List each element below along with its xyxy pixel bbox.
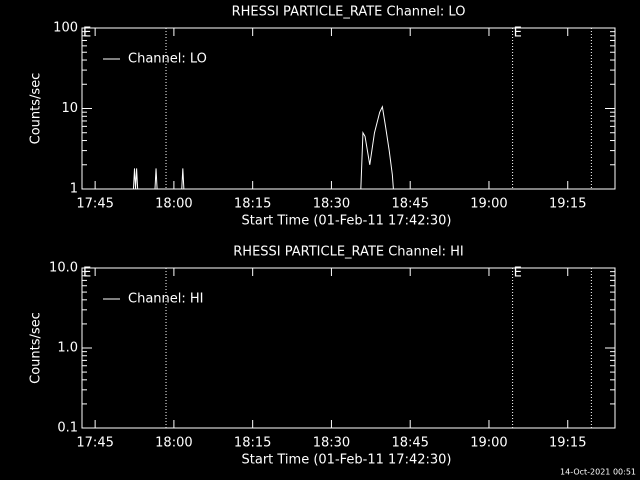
- x-tick-label: 18:45: [391, 197, 428, 212]
- x-tick-label: 17:45: [76, 436, 113, 451]
- x-tick-label: 19:15: [549, 436, 586, 451]
- chart-title: RHESSI PARTICLE_RATE Channel: LO: [232, 5, 466, 20]
- x-tick-label: 18:45: [391, 436, 428, 451]
- x-tick-label: 18:15: [234, 197, 271, 212]
- y-tick-label: 10.0: [49, 261, 78, 276]
- y-tick-label: 0.1: [57, 421, 78, 436]
- annotation: E: [514, 26, 522, 41]
- x-tick-label: 18:30: [313, 436, 350, 451]
- y-tick-label: 10: [61, 101, 78, 116]
- annotation: E: [514, 266, 522, 281]
- y-tick-label: 1.0: [57, 341, 78, 356]
- y-axis-label: Counts/sec: [29, 312, 44, 384]
- annotation: E: [83, 266, 91, 281]
- x-axis-label: Start Time (01-Feb-11 17:42:30): [242, 453, 452, 468]
- chart-title: RHESSI PARTICLE_RATE Channel: HI: [233, 245, 463, 260]
- x-tick-label: 19:15: [549, 197, 586, 212]
- x-tick-label: 18:15: [234, 436, 271, 451]
- x-axis-label: Start Time (01-Feb-11 17:42:30): [242, 214, 452, 229]
- y-tick-label: 100: [53, 21, 78, 36]
- x-tick-label: 18:00: [155, 197, 192, 212]
- legend-label: Channel: HI: [128, 292, 204, 307]
- x-tick-label: 19:00: [470, 197, 507, 212]
- x-tick-label: 18:00: [155, 436, 192, 451]
- x-tick-label: 18:30: [313, 197, 350, 212]
- x-tick-label: 17:45: [76, 197, 113, 212]
- legend-label: Channel: LO: [128, 52, 207, 67]
- x-tick-label: 19:00: [470, 436, 507, 451]
- data-line: [94, 105, 394, 190]
- annotation: E: [83, 26, 91, 41]
- y-tick-label: 1: [70, 182, 78, 197]
- y-axis-label: Counts/sec: [29, 73, 44, 145]
- footer: 14-Oct-2021 00:51: [560, 468, 636, 477]
